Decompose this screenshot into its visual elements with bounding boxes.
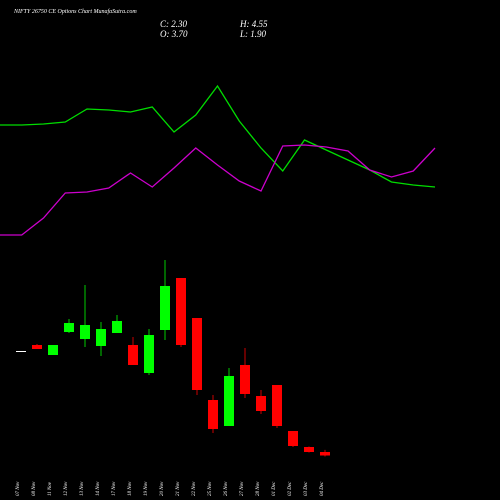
candle-body bbox=[192, 318, 202, 390]
candle-body bbox=[80, 325, 90, 339]
x-tick-label: 03 Dec bbox=[304, 481, 309, 496]
candle-body bbox=[240, 365, 250, 394]
candle-body bbox=[288, 431, 298, 446]
indicator-line bbox=[0, 144, 436, 236]
candle-body bbox=[224, 376, 234, 426]
x-tick-label: 27 Nov bbox=[240, 481, 245, 496]
candle-body bbox=[96, 329, 106, 346]
candle-body bbox=[128, 345, 138, 365]
candle-body bbox=[256, 396, 266, 411]
indicator-line bbox=[0, 84, 436, 188]
x-tick-label: 19 Nov bbox=[144, 481, 149, 496]
candle-body bbox=[176, 278, 186, 345]
x-tick-label: 07 Nov bbox=[16, 481, 21, 496]
candle-body bbox=[64, 323, 74, 332]
candle-body bbox=[304, 447, 314, 452]
x-tick-label: 08 Nov bbox=[32, 481, 37, 496]
x-tick-label: 12 Nov bbox=[64, 481, 69, 496]
x-tick-label: 13 Nov bbox=[80, 481, 85, 496]
header-low: L: 1.90 bbox=[239, 29, 267, 39]
candle-body bbox=[272, 385, 282, 426]
x-tick-label: 04 Dec bbox=[320, 481, 325, 496]
candle-body bbox=[160, 286, 170, 330]
x-tick-label: 14 Nov bbox=[96, 481, 101, 496]
x-tick-label: 28 Nov bbox=[256, 481, 261, 496]
header-high: H: 4.55 bbox=[239, 19, 268, 29]
candle-body bbox=[112, 321, 122, 333]
candle-body bbox=[48, 345, 58, 355]
candle-body bbox=[144, 335, 154, 373]
x-tick-label: 21 Nov bbox=[176, 481, 181, 496]
candle-body bbox=[32, 345, 42, 349]
candle-body bbox=[320, 452, 330, 456]
x-tick-label: 01 Dec bbox=[272, 481, 277, 496]
x-tick-label: 26 Nov bbox=[224, 481, 229, 496]
candle-body bbox=[208, 400, 218, 429]
x-tick-label: 18 Nov bbox=[128, 481, 133, 496]
x-tick-label: 17 Nov bbox=[112, 481, 117, 496]
candle-body bbox=[16, 351, 26, 352]
chart-title: NIFTY 26750 CE Options Chart MunafaSutra… bbox=[13, 8, 137, 15]
x-tick-label: 20 Nov bbox=[160, 481, 165, 496]
x-tick-label: 22 Nov bbox=[192, 481, 197, 496]
x-tick-label: 25 Nov bbox=[208, 481, 213, 496]
x-tick-label: 02 Dec bbox=[288, 481, 293, 496]
x-tick-label: 11 Nov bbox=[48, 481, 53, 496]
header-close: C: 2.30 bbox=[160, 19, 188, 29]
header-open: O: 3.70 bbox=[160, 29, 188, 39]
